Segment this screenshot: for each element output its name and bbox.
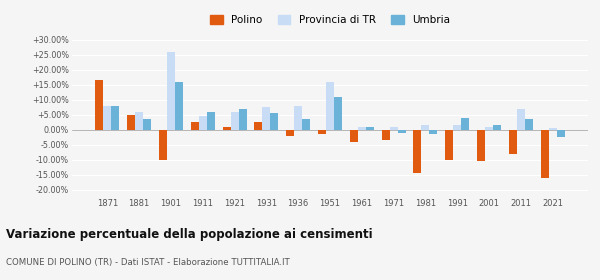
- Bar: [453, 125, 461, 130]
- Bar: [413, 130, 421, 173]
- Bar: [262, 107, 271, 130]
- Bar: [461, 118, 469, 130]
- Bar: [517, 109, 525, 130]
- Bar: [294, 106, 302, 130]
- Bar: [103, 106, 112, 130]
- Bar: [398, 130, 406, 133]
- Bar: [143, 119, 151, 130]
- Bar: [382, 130, 389, 140]
- Bar: [525, 119, 533, 130]
- Bar: [159, 130, 167, 160]
- Bar: [485, 127, 493, 130]
- Text: COMUNE DI POLINO (TR) - Dati ISTAT - Elaborazione TUTTITALIA.IT: COMUNE DI POLINO (TR) - Dati ISTAT - Ela…: [6, 258, 290, 267]
- Bar: [254, 122, 262, 130]
- Bar: [223, 127, 230, 130]
- Bar: [389, 127, 398, 130]
- Bar: [366, 127, 374, 130]
- Bar: [350, 130, 358, 142]
- Bar: [358, 127, 366, 130]
- Bar: [191, 122, 199, 130]
- Bar: [199, 116, 207, 130]
- Bar: [175, 82, 183, 130]
- Text: Variazione percentuale della popolazione ai censimenti: Variazione percentuale della popolazione…: [6, 228, 373, 241]
- Bar: [430, 130, 437, 134]
- Bar: [477, 130, 485, 161]
- Bar: [95, 80, 103, 130]
- Bar: [318, 130, 326, 134]
- Bar: [421, 125, 430, 130]
- Bar: [207, 112, 215, 130]
- Bar: [167, 52, 175, 130]
- Bar: [239, 109, 247, 130]
- Bar: [509, 130, 517, 154]
- Bar: [286, 130, 294, 136]
- Bar: [230, 112, 239, 130]
- Bar: [334, 97, 342, 130]
- Bar: [541, 130, 548, 178]
- Bar: [548, 128, 557, 130]
- Legend: Polino, Provincia di TR, Umbria: Polino, Provincia di TR, Umbria: [210, 15, 450, 25]
- Bar: [135, 112, 143, 130]
- Bar: [112, 106, 119, 130]
- Bar: [326, 82, 334, 130]
- Bar: [271, 113, 278, 130]
- Bar: [557, 130, 565, 137]
- Bar: [493, 125, 501, 130]
- Bar: [127, 115, 135, 130]
- Bar: [445, 130, 453, 160]
- Bar: [302, 119, 310, 130]
